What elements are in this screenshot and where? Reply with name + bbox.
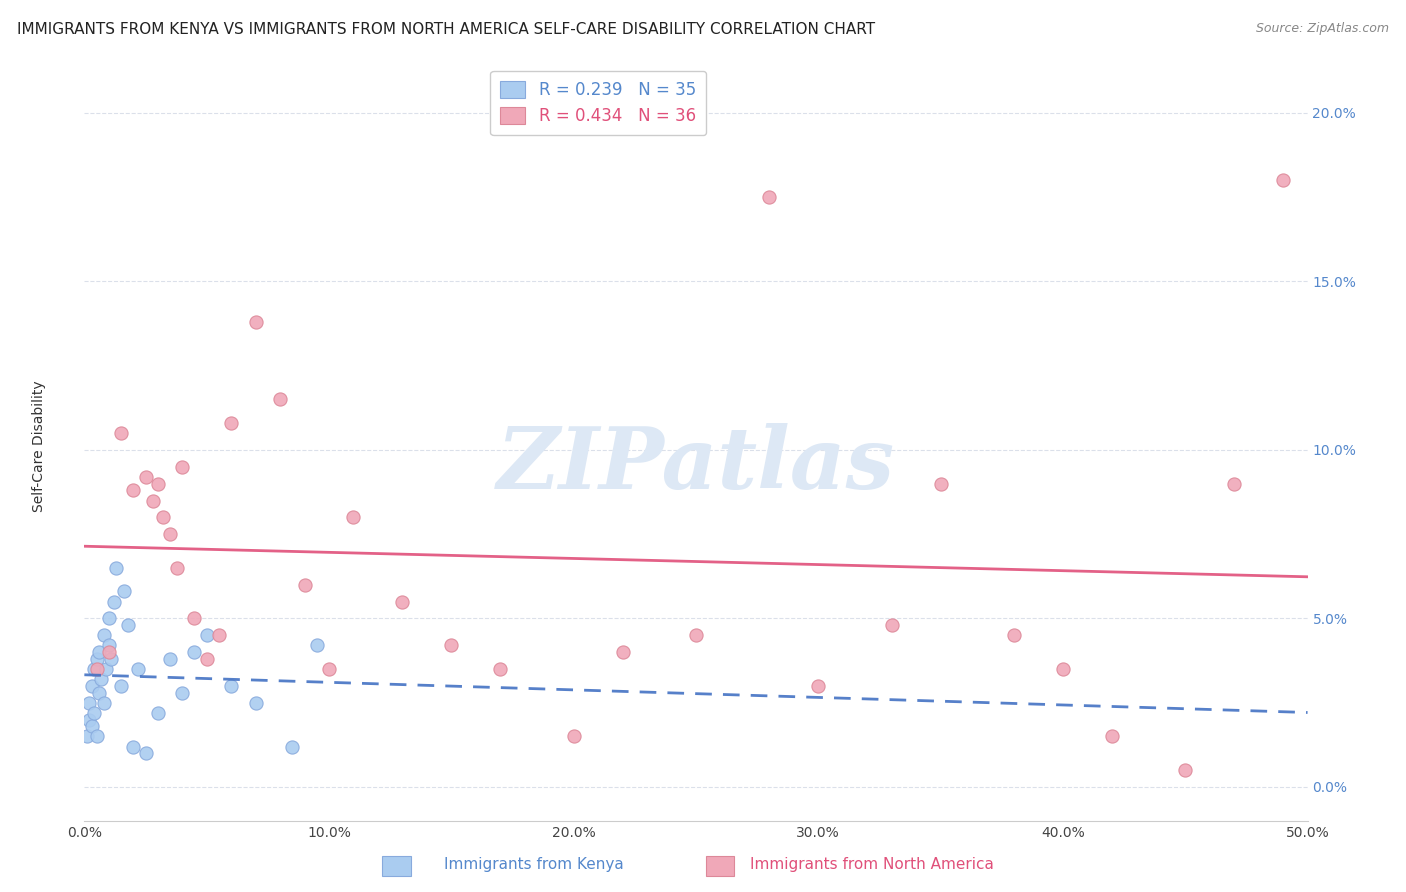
Point	[318, 662, 340, 676]
Point	[281, 739, 304, 754]
Point	[208, 628, 231, 642]
Point	[489, 662, 512, 676]
Point	[97, 611, 120, 625]
Point	[612, 645, 634, 659]
Point	[96, 662, 118, 676]
Point	[1101, 730, 1123, 744]
Point	[172, 685, 194, 699]
Point	[880, 618, 903, 632]
Text: Immigrants from North America: Immigrants from North America	[749, 857, 994, 872]
Point	[110, 679, 132, 693]
Point	[219, 416, 242, 430]
Point	[245, 315, 267, 329]
Text: ZIPatlas: ZIPatlas	[496, 423, 896, 506]
Point	[86, 730, 108, 744]
Point	[183, 611, 205, 625]
Text: Immigrants from Kenya: Immigrants from Kenya	[444, 857, 624, 872]
Point	[76, 730, 98, 744]
Point	[97, 639, 120, 653]
Point	[86, 662, 108, 676]
Point	[100, 652, 122, 666]
Point	[245, 696, 267, 710]
Point	[159, 652, 181, 666]
Point	[391, 594, 413, 608]
Point	[87, 685, 110, 699]
Point	[219, 679, 242, 693]
Point	[1174, 763, 1197, 777]
Point	[183, 645, 205, 659]
Point	[97, 645, 120, 659]
Point	[142, 493, 165, 508]
Point	[93, 628, 115, 642]
Point	[93, 696, 115, 710]
Point	[86, 652, 108, 666]
Point	[305, 639, 328, 653]
Point	[1272, 173, 1295, 187]
Point	[122, 483, 145, 498]
Point	[440, 639, 463, 653]
Point	[77, 713, 100, 727]
Point	[135, 746, 157, 760]
Point	[103, 594, 125, 608]
Point	[195, 628, 218, 642]
Point	[1052, 662, 1074, 676]
Point	[342, 510, 364, 524]
Point	[80, 679, 103, 693]
Legend: R = 0.239   N = 35, R = 0.434   N = 36: R = 0.239 N = 35, R = 0.434 N = 36	[491, 70, 706, 136]
Text: IMMIGRANTS FROM KENYA VS IMMIGRANTS FROM NORTH AMERICA SELF-CARE DISABILITY CORR: IMMIGRANTS FROM KENYA VS IMMIGRANTS FROM…	[17, 22, 875, 37]
Point	[562, 730, 585, 744]
Point	[127, 662, 149, 676]
Point	[77, 696, 100, 710]
Point	[90, 672, 112, 686]
Point	[83, 706, 105, 720]
Point	[807, 679, 830, 693]
Point	[172, 459, 194, 474]
Point	[105, 561, 128, 575]
Point	[135, 470, 157, 484]
Point	[112, 584, 135, 599]
Point	[294, 578, 316, 592]
Point	[1002, 628, 1025, 642]
Point	[159, 527, 181, 541]
Point	[1223, 476, 1246, 491]
Point	[152, 510, 174, 524]
Text: Self-Care Disability: Self-Care Disability	[32, 380, 46, 512]
Point	[146, 476, 169, 491]
Point	[166, 561, 188, 575]
Point	[83, 662, 105, 676]
Point	[110, 426, 132, 441]
Point	[122, 739, 145, 754]
Point	[758, 190, 780, 204]
Point	[80, 719, 103, 733]
Point	[929, 476, 952, 491]
Point	[117, 618, 139, 632]
Point	[146, 706, 169, 720]
Point	[195, 652, 218, 666]
Text: Source: ZipAtlas.com: Source: ZipAtlas.com	[1256, 22, 1389, 36]
Point	[685, 628, 707, 642]
Point	[87, 645, 110, 659]
Point	[269, 392, 291, 407]
